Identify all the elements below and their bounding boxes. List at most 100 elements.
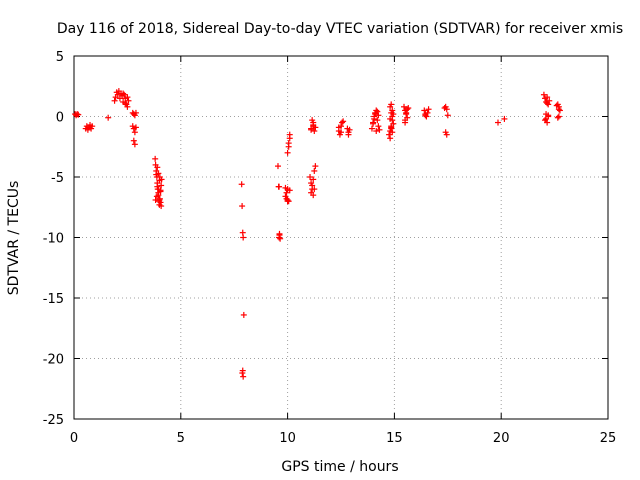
data-point: [405, 105, 412, 112]
data-point: [339, 119, 346, 126]
data-point: [422, 112, 429, 119]
data-point: [75, 111, 82, 118]
data-point: [554, 114, 561, 121]
x-tick-label: 15: [386, 431, 403, 446]
x-axis-label: GPS time / hours: [281, 459, 398, 475]
data-points: [72, 88, 563, 380]
data-point: [501, 115, 508, 122]
data-point: [276, 232, 283, 239]
data-point: [105, 114, 112, 121]
data-point: [157, 199, 164, 206]
data-point: [309, 117, 316, 124]
data-point: [375, 112, 382, 119]
data-point: [544, 94, 551, 101]
data-point: [335, 124, 342, 131]
data-point: [421, 107, 428, 114]
data-point: [425, 106, 432, 113]
data-point: [404, 106, 411, 113]
data-point: [111, 97, 118, 104]
data-point: [240, 234, 247, 241]
data-point: [122, 100, 129, 107]
data-point: [402, 117, 409, 124]
data-point: [340, 118, 347, 125]
data-point: [373, 107, 380, 114]
data-point: [556, 107, 563, 114]
data-point: [390, 120, 397, 127]
data-point: [386, 131, 393, 138]
data-point: [541, 117, 548, 124]
data-point: [283, 189, 290, 196]
data-point: [374, 117, 381, 124]
y-tick-label: -10: [43, 232, 64, 247]
data-point: [309, 182, 316, 189]
data-point: [284, 149, 291, 156]
data-point: [540, 91, 547, 98]
data-point: [389, 129, 396, 136]
data-point: [131, 129, 138, 136]
data-point: [308, 126, 315, 133]
data-point: [374, 108, 381, 115]
data-point: [120, 90, 127, 97]
y-tick-label: 0: [56, 111, 64, 126]
data-point: [285, 143, 292, 150]
data-point: [311, 186, 318, 193]
data-point: [124, 103, 131, 110]
data-point: [310, 176, 317, 183]
data-point: [124, 94, 131, 101]
data-point: [284, 198, 291, 205]
data-point: [284, 186, 291, 193]
data-point: [545, 112, 552, 119]
data-point: [388, 101, 395, 108]
data-point: [373, 128, 380, 135]
x-tick-label: 25: [600, 431, 617, 446]
data-point: [276, 183, 283, 190]
data-point: [312, 163, 319, 170]
data-point: [494, 119, 501, 126]
data-point: [388, 109, 395, 116]
data-point: [277, 235, 284, 242]
data-point: [114, 91, 121, 98]
x-tick-label: 10: [279, 431, 296, 446]
data-point: [125, 97, 132, 104]
data-point: [443, 131, 450, 138]
data-point: [368, 125, 375, 132]
data-point: [375, 123, 382, 130]
data-point: [274, 163, 281, 170]
y-tick-label: 5: [56, 50, 64, 65]
data-point: [155, 186, 162, 193]
data-point: [311, 167, 318, 174]
data-point: [158, 203, 165, 210]
data-point: [444, 112, 451, 119]
data-point: [240, 373, 247, 380]
data-point: [403, 109, 410, 116]
data-point: [555, 113, 562, 120]
data-point: [388, 124, 395, 131]
data-point: [239, 370, 246, 377]
y-tick-label: -20: [43, 353, 64, 368]
data-point: [240, 311, 247, 318]
data-point: [310, 121, 317, 128]
data-point: [121, 91, 128, 98]
data-point: [346, 126, 353, 133]
data-point: [401, 103, 408, 110]
y-axis-label: SDTVAR / TECUs: [6, 181, 22, 296]
y-tick-label: -15: [43, 292, 64, 307]
data-point: [156, 174, 163, 180]
data-point: [311, 128, 318, 135]
data-point: [307, 174, 314, 180]
data-point: [238, 181, 245, 188]
data-point: [387, 135, 394, 142]
y-tick-label: -5: [51, 171, 64, 186]
x-tick-label: 5: [177, 431, 185, 446]
chart-title: Day 116 of 2018, Sidereal Day-to-day VTE…: [57, 21, 623, 37]
data-point: [545, 101, 552, 108]
data-point: [345, 131, 352, 138]
data-point: [282, 193, 289, 200]
grid: [74, 56, 608, 419]
data-point: [286, 135, 293, 142]
data-point: [338, 129, 344, 136]
data-point: [443, 106, 450, 113]
data-point: [370, 120, 377, 127]
x-tick-label: 0: [70, 431, 78, 446]
data-point: [153, 193, 160, 200]
